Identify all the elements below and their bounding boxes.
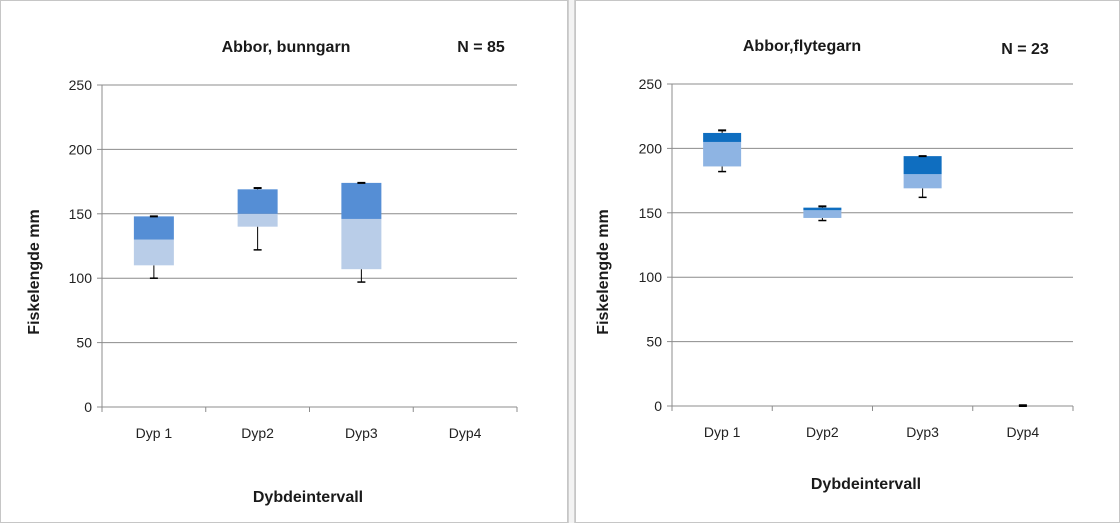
panel-divider (568, 0, 575, 523)
y-tick-label: 200 (639, 140, 663, 156)
box-upper (237, 189, 278, 214)
y-tick-label: 0 (654, 398, 662, 414)
y-tick-label: 200 (69, 141, 93, 157)
y-axis-title: Fiskelengde mm (26, 209, 43, 334)
x-category-label: Dyp 1 (136, 425, 173, 441)
y-axis-title: Fiskelengde mm (595, 209, 612, 334)
box-lower (237, 213, 278, 227)
y-tick-label: 50 (76, 335, 92, 351)
chart-title: Abbor, bunngarn (222, 39, 351, 56)
box-lower (341, 218, 382, 270)
box-upper (803, 207, 842, 211)
y-tick-label: 250 (639, 76, 663, 92)
x-axis-title: Dybdeintervall (253, 489, 363, 506)
x-category-label: Dyp2 (806, 424, 839, 440)
chart-right-svg: Abbor,flytegarn N = 23 Fiskelengde mm Dy… (595, 38, 1074, 493)
x-category-label: Dyp2 (241, 425, 274, 441)
chart-panel-left: Abbor, bunngarn N = 85 Fiskelengde mm Dy… (0, 0, 568, 523)
y-tick-label: 150 (639, 205, 663, 221)
x-category-label: Dyp4 (1007, 424, 1040, 440)
x-category-label: Dyp4 (449, 425, 482, 441)
plot-area: 0 50 100 150 200 250 Dyp 1 Dyp2 Dyp3 Dyp4 (69, 77, 518, 441)
y-tick-label: 150 (69, 206, 93, 222)
x-category-label: Dyp3 (345, 425, 378, 441)
y-tick-label: 50 (646, 334, 662, 350)
box-upper (341, 182, 382, 219)
y-tick-label: 100 (69, 270, 93, 286)
chart-left-svg: Abbor, bunngarn N = 85 Fiskelengde mm Dy… (26, 39, 518, 506)
y-tick-label: 100 (639, 269, 663, 285)
y-tick-label: 0 (84, 399, 92, 415)
y-tick-label: 250 (69, 77, 93, 93)
x-category-label: Dyp3 (906, 424, 939, 440)
box-lower (133, 239, 174, 266)
x-axis-title: Dybdeintervall (811, 476, 921, 493)
x-category-label: Dyp 1 (704, 424, 741, 440)
box-lower (803, 210, 842, 218)
plot-area: 0 50 100 150 200 250 Dyp 1 Dyp2 Dyp3 Dyp4 (639, 76, 1074, 440)
sample-size-label: N = 23 (1001, 41, 1049, 58)
box-upper (133, 216, 174, 240)
box-upper (903, 156, 942, 175)
box-lower (903, 174, 942, 189)
box-upper (703, 132, 742, 142)
chart-title: Abbor,flytegarn (743, 38, 861, 55)
sample-size-label: N = 85 (457, 39, 505, 56)
box-lower (703, 141, 742, 167)
chart-panel-right: Abbor,flytegarn N = 23 Fiskelengde mm Dy… (575, 0, 1120, 523)
